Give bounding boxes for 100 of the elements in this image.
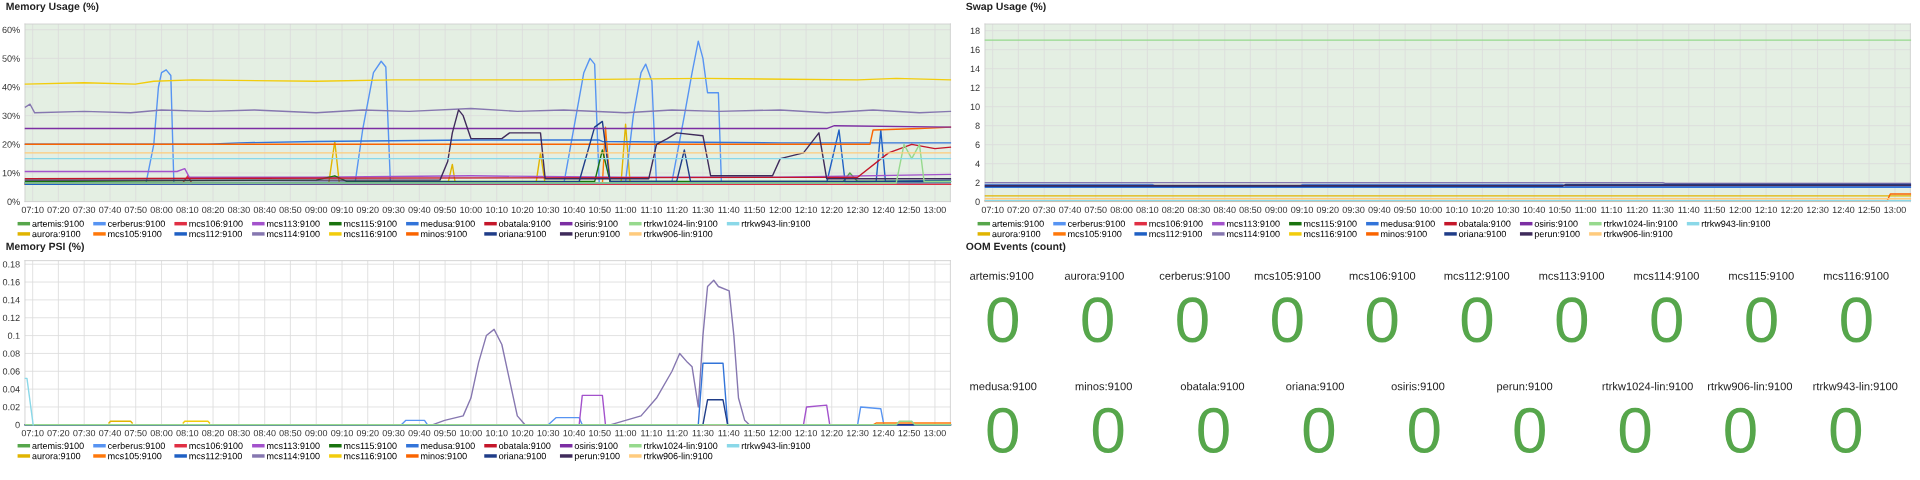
x-tick-label: 11:10 [641, 429, 663, 437]
x-tick-label: 12:00 [1729, 206, 1752, 214]
y-tick-label: 0 [15, 421, 20, 429]
y-tick-label: 0 [975, 198, 980, 205]
x-tick-label: 10:20 [511, 429, 534, 437]
x-tick-label: 10:30 [1497, 206, 1520, 214]
y-tick-label: 0.1 [7, 332, 20, 339]
x-tick-label: 09:40 [408, 429, 431, 437]
x-tick-label: 09:30 [382, 206, 405, 214]
x-tick-label: 12:50 [898, 206, 921, 214]
x-tick-label: 07:50 [124, 206, 147, 214]
chart-title: Memory PSI (%) [6, 242, 84, 253]
x-tick-label: 08:30 [1187, 206, 1210, 214]
legend-label: mcs114:9100 [1227, 230, 1280, 238]
category-label: mcs116:9100 [1823, 271, 1889, 280]
legend-label: cerberus:9100 [1067, 220, 1125, 227]
y-tick-label: 10 [970, 103, 980, 110]
x-tick-label: 12:40 [872, 206, 895, 214]
x-tick-label: 12:10 [1755, 206, 1778, 214]
x-tick-label: 12:20 [821, 206, 843, 214]
category-label: rtrkw1024-lin:9100 [1602, 382, 1693, 391]
x-tick-label: 07:10 [21, 206, 44, 214]
y-tick-label: 0.14 [2, 296, 20, 304]
x-tick-label: 12:40 [1832, 206, 1855, 214]
legend-label: mcs113:9100 [1227, 220, 1280, 227]
x-tick-label: 12:10 [795, 429, 818, 437]
y-tick-label: 60% [2, 26, 20, 34]
data-label: 0 [1272, 297, 1303, 343]
x-tick-label: 08:00 [1110, 206, 1133, 214]
category-label: mcs105:9100 [1254, 271, 1321, 280]
x-tick-label: 09:50 [434, 429, 457, 437]
x-tick-label: 11:30 [692, 206, 714, 214]
x-tick-label: 08:40 [253, 429, 276, 437]
x-tick-label: 07:40 [99, 206, 121, 214]
category-label: perun:9100 [1497, 382, 1553, 393]
legend-label: medusa:9100 [421, 220, 475, 227]
legend-label: mcs114:9100 [267, 452, 320, 460]
data-label: 0 [1725, 407, 1756, 453]
legend-label: perun:9100 [574, 452, 620, 461]
x-tick-label: 12:00 [769, 429, 792, 437]
data-label: 0 [1830, 407, 1862, 453]
x-tick-label: 11:40 [1678, 206, 1700, 214]
data-label: 0 [1198, 407, 1229, 453]
y-tick-label: 0% [7, 198, 20, 205]
x-tick-label: 08:30 [227, 206, 250, 214]
legend-label: medusa:9100 [1381, 220, 1435, 227]
x-tick-label: 09:10 [331, 429, 353, 437]
x-tick-label: 10:00 [460, 429, 482, 437]
legend-label: perun:9100 [1534, 230, 1580, 239]
legend-label: obatala:9100 [499, 442, 551, 449]
legend-label: mcs105:9100 [108, 452, 162, 460]
data-label: 0 [1409, 407, 1440, 453]
data-label: 0 [1556, 297, 1588, 343]
x-tick-label: 07:30 [73, 429, 96, 437]
legend-label: mcs115:9100 [1304, 220, 1357, 227]
data-label: 0 [1303, 407, 1335, 453]
legend-label: obatala:9100 [1459, 220, 1511, 227]
x-tick-label: 08:10 [176, 206, 199, 214]
x-tick-label: 12:10 [795, 206, 818, 214]
x-tick-label: 07:10 [981, 206, 1004, 214]
legend-label: rtrkw943-lin:9100 [1701, 220, 1771, 227]
x-tick-label: 11:50 [744, 206, 766, 214]
legend-label: rtrkw1024-lin:9100 [1604, 220, 1678, 227]
x-tick-label: 09:30 [382, 429, 405, 437]
x-tick-label: 09:20 [356, 429, 379, 437]
category-label: oriana:9100 [1286, 382, 1344, 391]
legend-label: rtrkw943-lin:9100 [741, 442, 811, 449]
y-tick-label: 0.18 [2, 261, 20, 268]
x-tick-label: 07:50 [124, 429, 147, 437]
x-tick-label: 09:10 [1291, 206, 1313, 214]
y-tick-label: 14 [970, 65, 980, 72]
y-tick-label: 30% [2, 112, 20, 120]
x-tick-label: 12:40 [872, 429, 895, 437]
x-tick-label: 07:20 [47, 206, 70, 214]
x-tick-label: 11:20 [666, 429, 688, 437]
legend-label: mcs113:9100 [267, 442, 320, 449]
x-tick-label: 08:20 [202, 206, 224, 214]
x-tick-label: 08:50 [279, 206, 302, 214]
x-tick-label: 12:30 [846, 429, 869, 437]
x-tick-label: 07:20 [1007, 206, 1030, 214]
y-tick-label: 2 [975, 179, 980, 186]
x-tick-label: 10:00 [460, 206, 482, 214]
legend-label: oriana:9100 [1459, 230, 1506, 238]
legend-label: aurora:9100 [992, 230, 1041, 238]
x-tick-label: 10:40 [563, 429, 586, 437]
x-tick-label: 07:40 [1059, 206, 1081, 214]
legend-label: rtrkw1024-lin:9100 [644, 220, 718, 227]
legend-label: rtrkw906-lin:9100 [644, 230, 713, 238]
x-tick-label: 09:00 [305, 206, 328, 214]
x-tick-label: 12:20 [821, 429, 843, 437]
category-label: osiris:9100 [1391, 382, 1445, 391]
x-tick-label: 12:50 [1858, 206, 1881, 214]
legend-label: aurora:9100 [32, 230, 81, 238]
y-tick-label: 50% [2, 55, 20, 62]
legend-label: rtrkw943-lin:9100 [741, 220, 811, 227]
x-tick-label: 07:30 [1033, 206, 1056, 214]
data-label: 0 [1461, 297, 1493, 343]
x-tick-label: 08:00 [150, 206, 173, 214]
legend-label: rtrkw1024-lin:9100 [644, 442, 718, 449]
y-tick-label: 0.06 [2, 368, 20, 375]
